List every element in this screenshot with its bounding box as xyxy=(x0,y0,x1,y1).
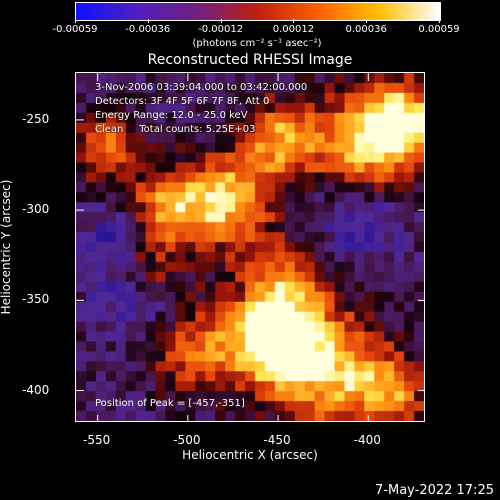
colorbar-tick-label: 0.00012 xyxy=(272,24,315,35)
colorbar-tick xyxy=(75,19,76,23)
time-range: 3-Nov-2006 03:39:04.000 to 03:42:00.000 xyxy=(95,82,308,93)
plot-area xyxy=(75,72,425,422)
colorbar-tick xyxy=(366,19,368,23)
colorbar-tick xyxy=(293,19,295,23)
y-tick-label: -300 xyxy=(22,202,50,217)
colorbar-tick xyxy=(147,19,149,23)
colorbar-tick-label: -0.00012 xyxy=(198,24,244,35)
heatmap-image xyxy=(76,73,424,421)
colorbar-units: (photons cm⁻² s⁻¹ asec⁻²) xyxy=(192,38,322,49)
energy-range: Energy Range: 12.0 - 25.0 keV xyxy=(95,110,248,121)
colorbar-tick-label: 0.00059 xyxy=(418,24,460,35)
x-tick-label: -500 xyxy=(173,433,201,447)
peak-position: Position of Peak = [-457,-351] xyxy=(95,398,245,409)
colorbar-tick-label: 0.00036 xyxy=(345,24,387,35)
x-tick-label: -450 xyxy=(263,433,291,447)
plot-title: Reconstructed RHESSI Image xyxy=(147,52,353,68)
colorbar-tick-label: -0.00036 xyxy=(125,24,171,35)
detectors: Detectors: 3F 4F 5F 6F 7F 8F, Att 0 xyxy=(95,96,270,107)
footer-date: 7-May-2022 17:25 xyxy=(375,483,494,498)
colorbar-tick xyxy=(220,19,222,23)
y-tick-label: -400 xyxy=(22,382,50,397)
colorbar xyxy=(75,2,441,21)
y-axis-label: Heliocentric Y (arcsec) xyxy=(0,179,13,315)
y-tick-label: -350 xyxy=(22,292,50,307)
x-tick-label: -400 xyxy=(353,433,381,447)
colorbar-tick-label: -0.00059 xyxy=(52,24,98,35)
axis-ticks xyxy=(76,73,424,421)
x-tick-label: -550 xyxy=(83,433,111,447)
x-axis-label: Heliocentric X (arcsec) xyxy=(182,448,318,462)
y-tick-label: -250 xyxy=(22,111,50,126)
colorbar-tick xyxy=(439,19,440,23)
method-counts: Clean Total counts: 5.25E+03 xyxy=(95,124,256,135)
